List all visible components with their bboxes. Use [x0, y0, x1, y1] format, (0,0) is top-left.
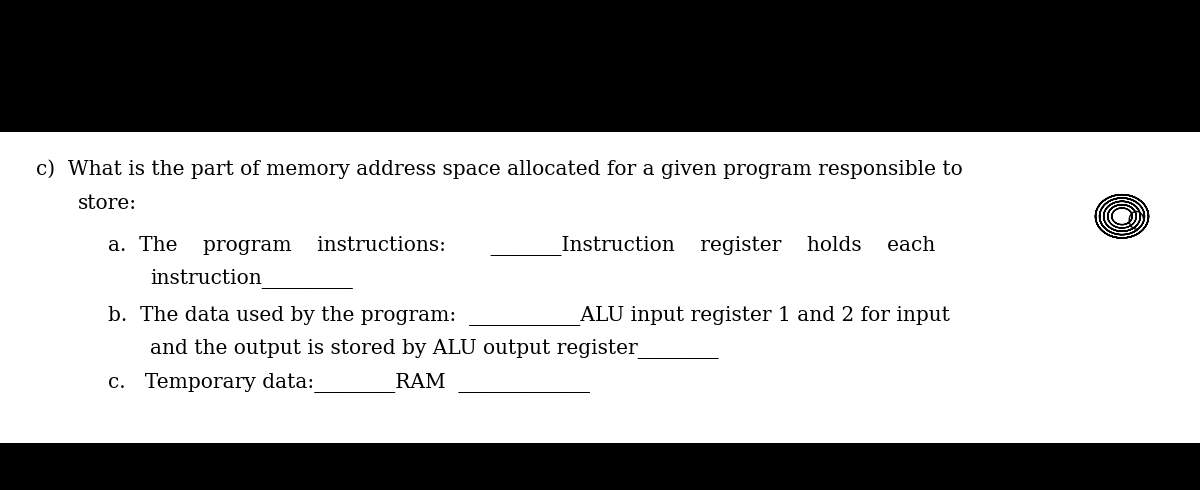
Text: a.  The    program    instructions:       _______Instruction    register    hold: a. The program instructions: _______Inst…: [108, 236, 935, 256]
Text: c.   Temporary data:________RAM  _____________: c. Temporary data:________RAM __________…: [108, 373, 590, 393]
Text: instruction_________: instruction_________: [150, 269, 353, 289]
Text: c)  What is the part of memory address space allocated for a given program respo: c) What is the part of memory address sp…: [36, 160, 962, 179]
Bar: [0, 132, 1200, 443]
Text: and the output is stored by ALU output register________: and the output is stored by ALU output r…: [150, 339, 719, 359]
Text: store:: store:: [78, 195, 137, 213]
Text: b.  The data used by the program:  ___________ALU input register 1 and 2 for inp: b. The data used by the program: _______…: [108, 306, 950, 326]
